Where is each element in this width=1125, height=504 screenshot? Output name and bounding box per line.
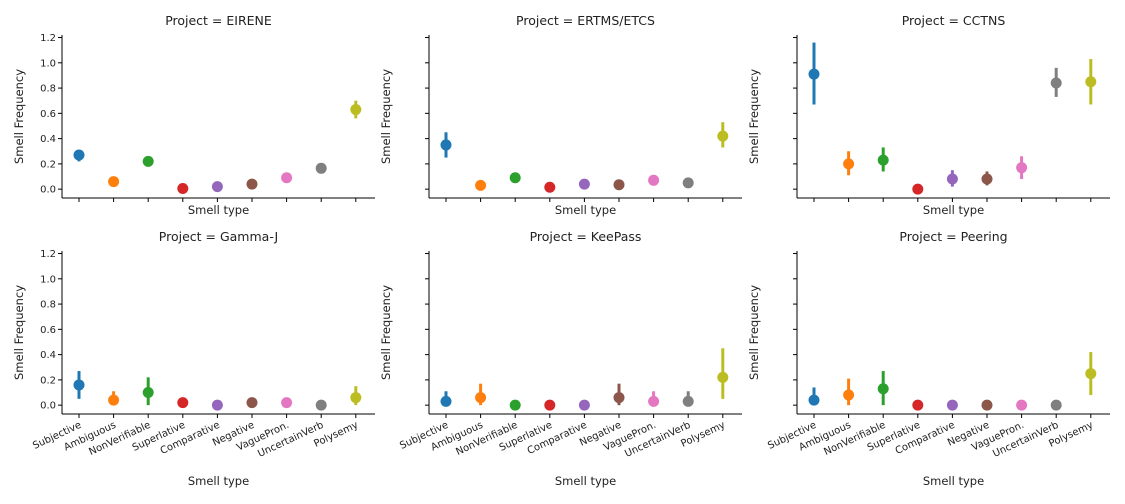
- data-point: [808, 68, 820, 80]
- data-point: [613, 179, 625, 191]
- x-axis-label: Smell type: [555, 203, 616, 217]
- data-point: [177, 183, 189, 195]
- data-point: [440, 139, 452, 151]
- data-point: [177, 397, 189, 409]
- data-point: [578, 399, 590, 411]
- y-tick-label: 0.2: [40, 375, 56, 386]
- data-point: [1050, 399, 1062, 411]
- y-axis-label: Smell Frequency: [12, 69, 26, 164]
- data-point: [108, 394, 120, 406]
- panel-3: Project = CCTNS Smell Frequency Smell type: [747, 13, 1110, 217]
- panel-title: Project = ERTMS/ETCS: [516, 13, 655, 28]
- data-point: [108, 176, 120, 188]
- data-point: [946, 399, 958, 411]
- data-point: [246, 397, 258, 409]
- data-point: [350, 392, 362, 404]
- panel-title: Project = Gamma-J: [159, 229, 278, 244]
- data-point: [1016, 162, 1028, 174]
- y-axis-label: Smell Frequency: [747, 69, 761, 164]
- y-axis-label: Smell Frequency: [379, 69, 393, 164]
- data-point: [73, 379, 85, 391]
- data-point: [877, 154, 889, 166]
- data-point: [912, 399, 924, 411]
- data-point: [142, 387, 154, 399]
- data-point: [682, 395, 694, 407]
- panel-title: Project = Peering: [899, 229, 1007, 244]
- data-point: [912, 183, 924, 195]
- panel-4: Project = Gamma-J 0.0 0.2 0.4 0.6 0.8 1.0 1.2 Sm…: [12, 229, 375, 488]
- data-point: [717, 130, 729, 142]
- y-axis-label: Smell Frequency: [12, 285, 26, 380]
- data-point: [544, 399, 556, 411]
- y-tick-label: 0.0: [40, 401, 56, 412]
- panel-title: Project = KeePass: [530, 229, 642, 244]
- panel-2: Project = ERTMS/ETCS Smell Frequency Smell…: [379, 13, 742, 217]
- y-tick-label: 1.0: [40, 58, 56, 69]
- data-point: [1085, 76, 1097, 88]
- data-point: [350, 104, 362, 116]
- data-point: [1016, 399, 1028, 411]
- panel-title: Project = EIRENE: [165, 13, 272, 28]
- data-point: [440, 395, 452, 407]
- data-point: [142, 155, 154, 167]
- data-point: [246, 178, 258, 190]
- data-point: [509, 399, 521, 411]
- data-point: [509, 172, 521, 184]
- data-point: [808, 394, 820, 406]
- data-point: [281, 397, 293, 409]
- y-axis-label: Smell Frequency: [379, 285, 393, 380]
- data-point: [843, 389, 855, 401]
- data-point: [281, 172, 293, 184]
- x-axis-label: Smell type: [555, 474, 616, 488]
- y-tick-label: 0.8: [40, 84, 56, 95]
- data-point: [544, 181, 556, 193]
- data-point: [877, 383, 889, 395]
- x-axis-label: Smell type: [923, 474, 984, 488]
- y-tick-label: 1.0: [40, 274, 56, 285]
- data-point: [613, 392, 625, 404]
- data-point: [475, 392, 487, 404]
- data-point: [981, 399, 993, 411]
- data-point: [315, 399, 327, 411]
- y-tick-label: 1.2: [40, 33, 56, 44]
- data-point: [648, 395, 660, 407]
- data-point: [1085, 368, 1097, 380]
- data-point: [843, 158, 855, 170]
- y-tick-label: 0.0: [40, 185, 56, 196]
- data-point: [211, 181, 223, 193]
- data-point: [648, 174, 660, 186]
- data-point: [1050, 77, 1062, 89]
- x-axis-label: Smell type: [188, 474, 249, 488]
- y-tick-label: 0.4: [40, 350, 56, 361]
- y-tick-label: 0.2: [40, 159, 56, 170]
- data-point: [73, 149, 85, 161]
- data-point: [682, 177, 694, 189]
- data-point: [211, 399, 223, 411]
- x-axis-label: Smell type: [188, 203, 249, 217]
- data-point: [946, 173, 958, 185]
- data-point: [315, 162, 327, 174]
- y-tick-label: 0.4: [40, 134, 56, 145]
- panel-1: Project = EIRENE 0.0 0.2 0.4 0.6 0.8 1.0 1.2 Sme…: [12, 13, 375, 217]
- y-axis-label: Smell Frequency: [747, 285, 761, 380]
- data-point: [717, 371, 729, 383]
- y-tick-label: 1.2: [40, 249, 56, 260]
- x-axis-label: Smell type: [923, 203, 984, 217]
- data-point: [475, 179, 487, 191]
- y-tick-label: 0.6: [40, 109, 56, 120]
- data-point: [981, 173, 993, 185]
- y-tick-label: 0.6: [40, 325, 56, 336]
- panel-title: Project = CCTNS: [902, 13, 1006, 28]
- data-point: [578, 178, 590, 190]
- y-tick-label: 0.8: [40, 300, 56, 311]
